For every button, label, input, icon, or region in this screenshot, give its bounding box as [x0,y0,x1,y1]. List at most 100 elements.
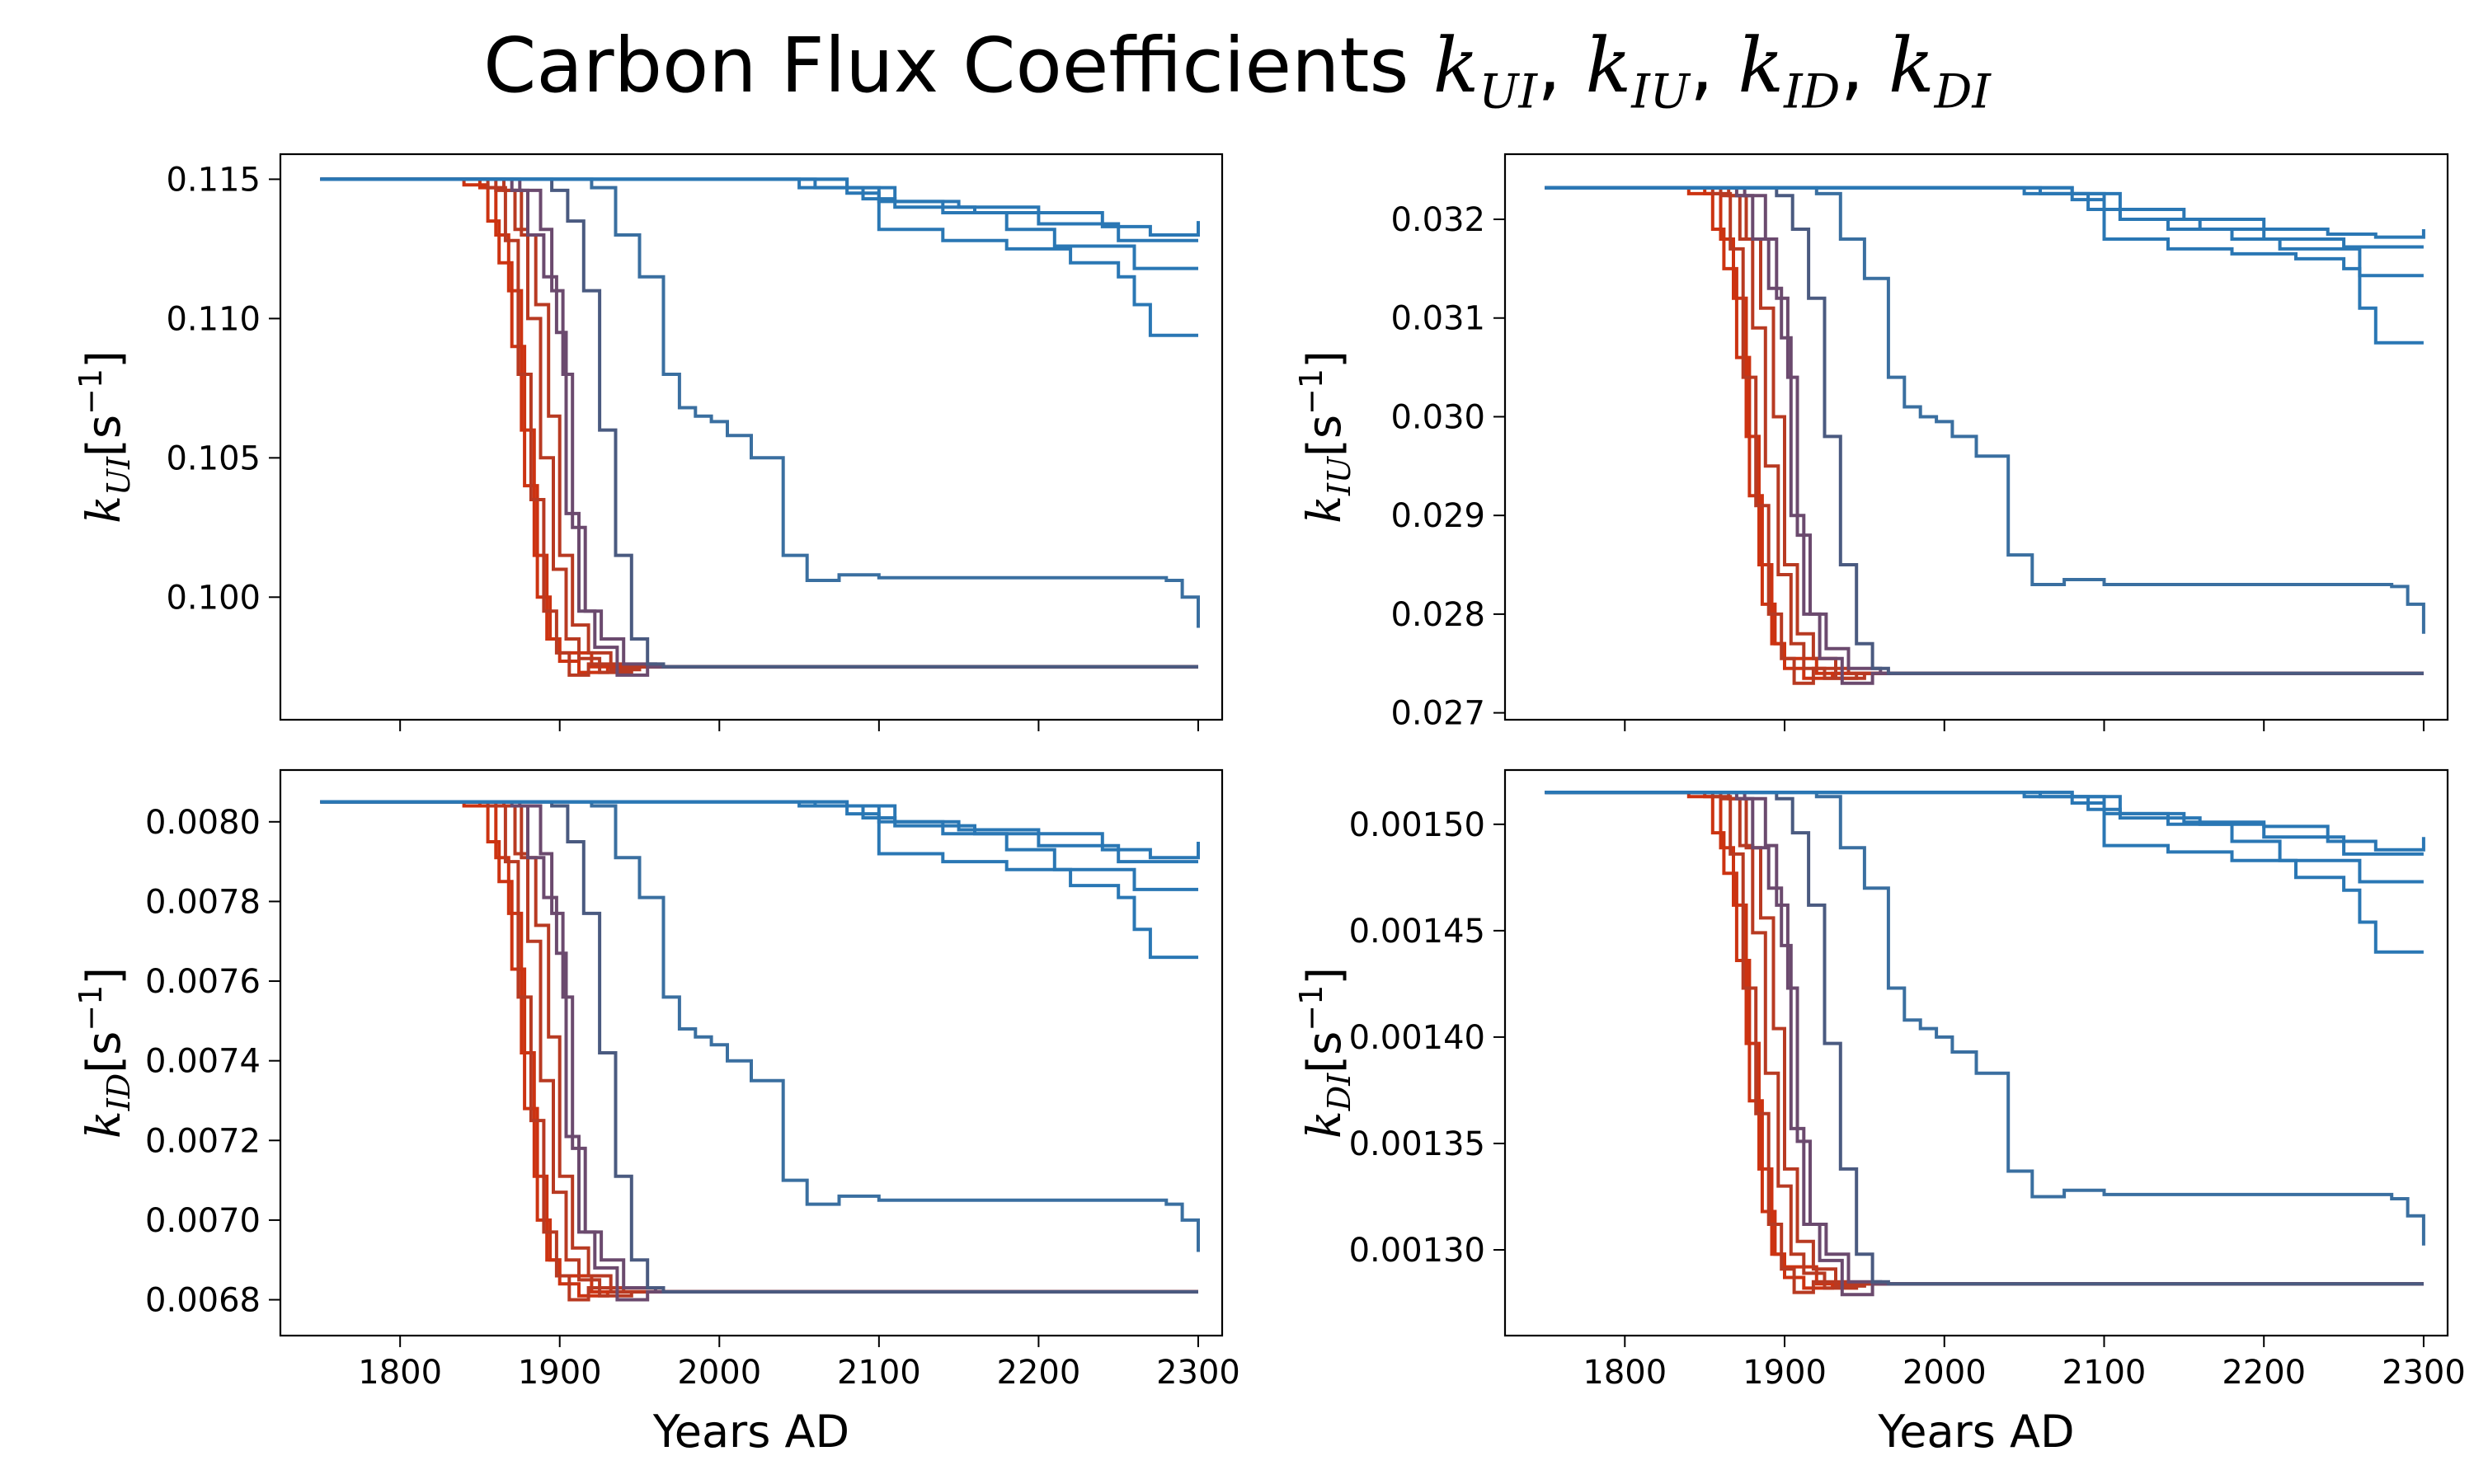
series-line-2 [320,177,1198,674]
series-line-10 [320,177,1200,237]
series-line-2 [1545,791,2424,1290]
y-tick-label: 0.110 [166,300,261,338]
y-axis-label-base: k [1298,495,1352,524]
y-tick-label: 0.0070 [145,1202,261,1240]
series-line-10 [320,800,1200,860]
series-line-5 [320,800,1198,1294]
figure-title-term-2-sub: IU [1631,64,1690,120]
y-tick-label: 0.027 [1390,695,1485,733]
y-axis-label: kIU[s−1] [1293,350,1357,524]
y-tick-label: 0.105 [166,439,261,477]
y-tick-label: 0.0072 [145,1122,261,1160]
x-tick-label: 2100 [2062,1354,2147,1392]
series-line-4 [1545,791,2424,1290]
y-tick-label: 0.00145 [1349,913,1485,951]
figure-title-prefix: Carbon Flux Coefficients [483,21,1433,110]
figure-title-term-3-sub: ID [1784,64,1841,120]
series-group [1545,791,2425,1297]
y-axis-label-unit: [s [78,415,131,457]
series-line-7 [320,800,1198,1294]
y-axis-label: kDI[s−1] [1293,967,1357,1139]
figure-title-term-4-sub: DI [1934,64,1991,120]
x-tick-label: 2200 [997,1354,1081,1392]
y-axis-label-close: ] [78,967,131,985]
series-line-3 [320,177,1198,677]
y-tick-label: 0.00135 [1349,1125,1485,1163]
y-axis-label-close: ] [1298,967,1352,985]
figure-title: Carbon Flux Coefficients kUI, kIU, kID, … [0,16,2474,141]
series-line-3 [320,800,1198,1302]
series-line-3 [1545,186,2424,685]
series-line-6 [320,177,1198,677]
series-group [320,177,1200,677]
figure-title-term-2-base: k [1585,21,1632,110]
series-line-9 [320,800,1200,1252]
series-line-8 [320,177,1198,669]
axes-frame [279,768,1224,1337]
x-tick-label: 2100 [837,1354,921,1392]
y-tick-label: 0.032 [1390,201,1485,239]
x-tick-label: 1900 [1743,1354,1827,1392]
y-tick-label: 0.030 [1390,398,1485,436]
series-line-1 [320,177,1198,669]
figure-title-term-4-base: k [1888,21,1935,110]
series-line-6 [1545,791,2424,1297]
x-axis-label: Years AD [652,1406,849,1458]
x-tick-label: 1800 [358,1354,442,1392]
y-axis-label-sub: DI [1321,1073,1357,1111]
series-line-4 [320,177,1198,674]
y-tick-label: 0.100 [166,579,261,617]
y-axis-label-unit: [s [1298,1031,1352,1073]
y-tick-label: 0.029 [1390,497,1485,535]
y-axis-label-sub: UI [101,456,137,495]
series-line-6 [1545,186,2424,685]
panel-top-right: 0.027 0.028 0.029 0.030 0.031 0.032 kIU[s−1] [1293,153,2449,733]
y-tick-label: 0.115 [166,161,261,199]
figure-title-separator-2: , [1689,21,1714,110]
series-line-6 [320,800,1198,1302]
figure-title-term-1-base: k [1432,21,1479,110]
series-line-11 [1545,186,2424,249]
axes-frame [1503,768,2449,1337]
y-axis-label-close: ] [1298,350,1352,369]
series-line-10 [1545,186,2425,239]
series-line-9 [320,177,1200,628]
series-line-7 [320,177,1198,669]
y-tick-label: 0.031 [1390,300,1485,338]
panel-top-left: 0.100 0.105 0.110 0.115 kUI[s−1] [73,153,1224,731]
y-axis-label-exp: −1 [1293,985,1329,1031]
series-line-8 [1545,186,2424,675]
x-axis-label: Years AD [1877,1406,2074,1458]
series-line-7 [1545,791,2424,1286]
x-tick-label: 2000 [677,1354,761,1392]
x-tick-label: 1800 [1583,1354,1667,1392]
y-tick-label: 0.00140 [1349,1019,1485,1057]
series-line-11 [320,177,1198,242]
series-line-7 [1545,186,2424,675]
series-line-4 [1545,186,2424,680]
series-line-3 [1545,791,2424,1294]
figure-title-term-1-sub: UI [1479,64,1537,120]
y-axis-label: kID[s−1] [73,967,137,1139]
series-line-8 [320,800,1198,1294]
y-axis-label-base: k [1298,1111,1352,1139]
y-tick-label: 0.0078 [145,883,261,921]
x-tick-label: 1900 [518,1354,602,1392]
y-axis-label-close: ] [78,350,131,369]
y-axis-label-exp: −1 [73,369,109,415]
series-line-1 [1545,186,2424,675]
series-line-9 [1545,791,2425,1246]
y-tick-label: 0.00130 [1349,1232,1485,1270]
series-line-1 [320,800,1198,1294]
series-line-11 [320,800,1198,864]
figure-title-separator-3: , [1840,21,1865,110]
series-line-5 [1545,186,2424,680]
panel-bottom-right: 1800 1900 2000 2100 2200 2300 0.00130 0.00135 0.… [1293,768,2466,1458]
y-axis-label: kUI[s−1] [73,350,137,524]
y-axis-label-sub: ID [101,1073,137,1111]
series-line-13 [320,800,1198,960]
series-line-2 [1545,186,2424,680]
y-axis-label-base: k [78,1111,131,1139]
